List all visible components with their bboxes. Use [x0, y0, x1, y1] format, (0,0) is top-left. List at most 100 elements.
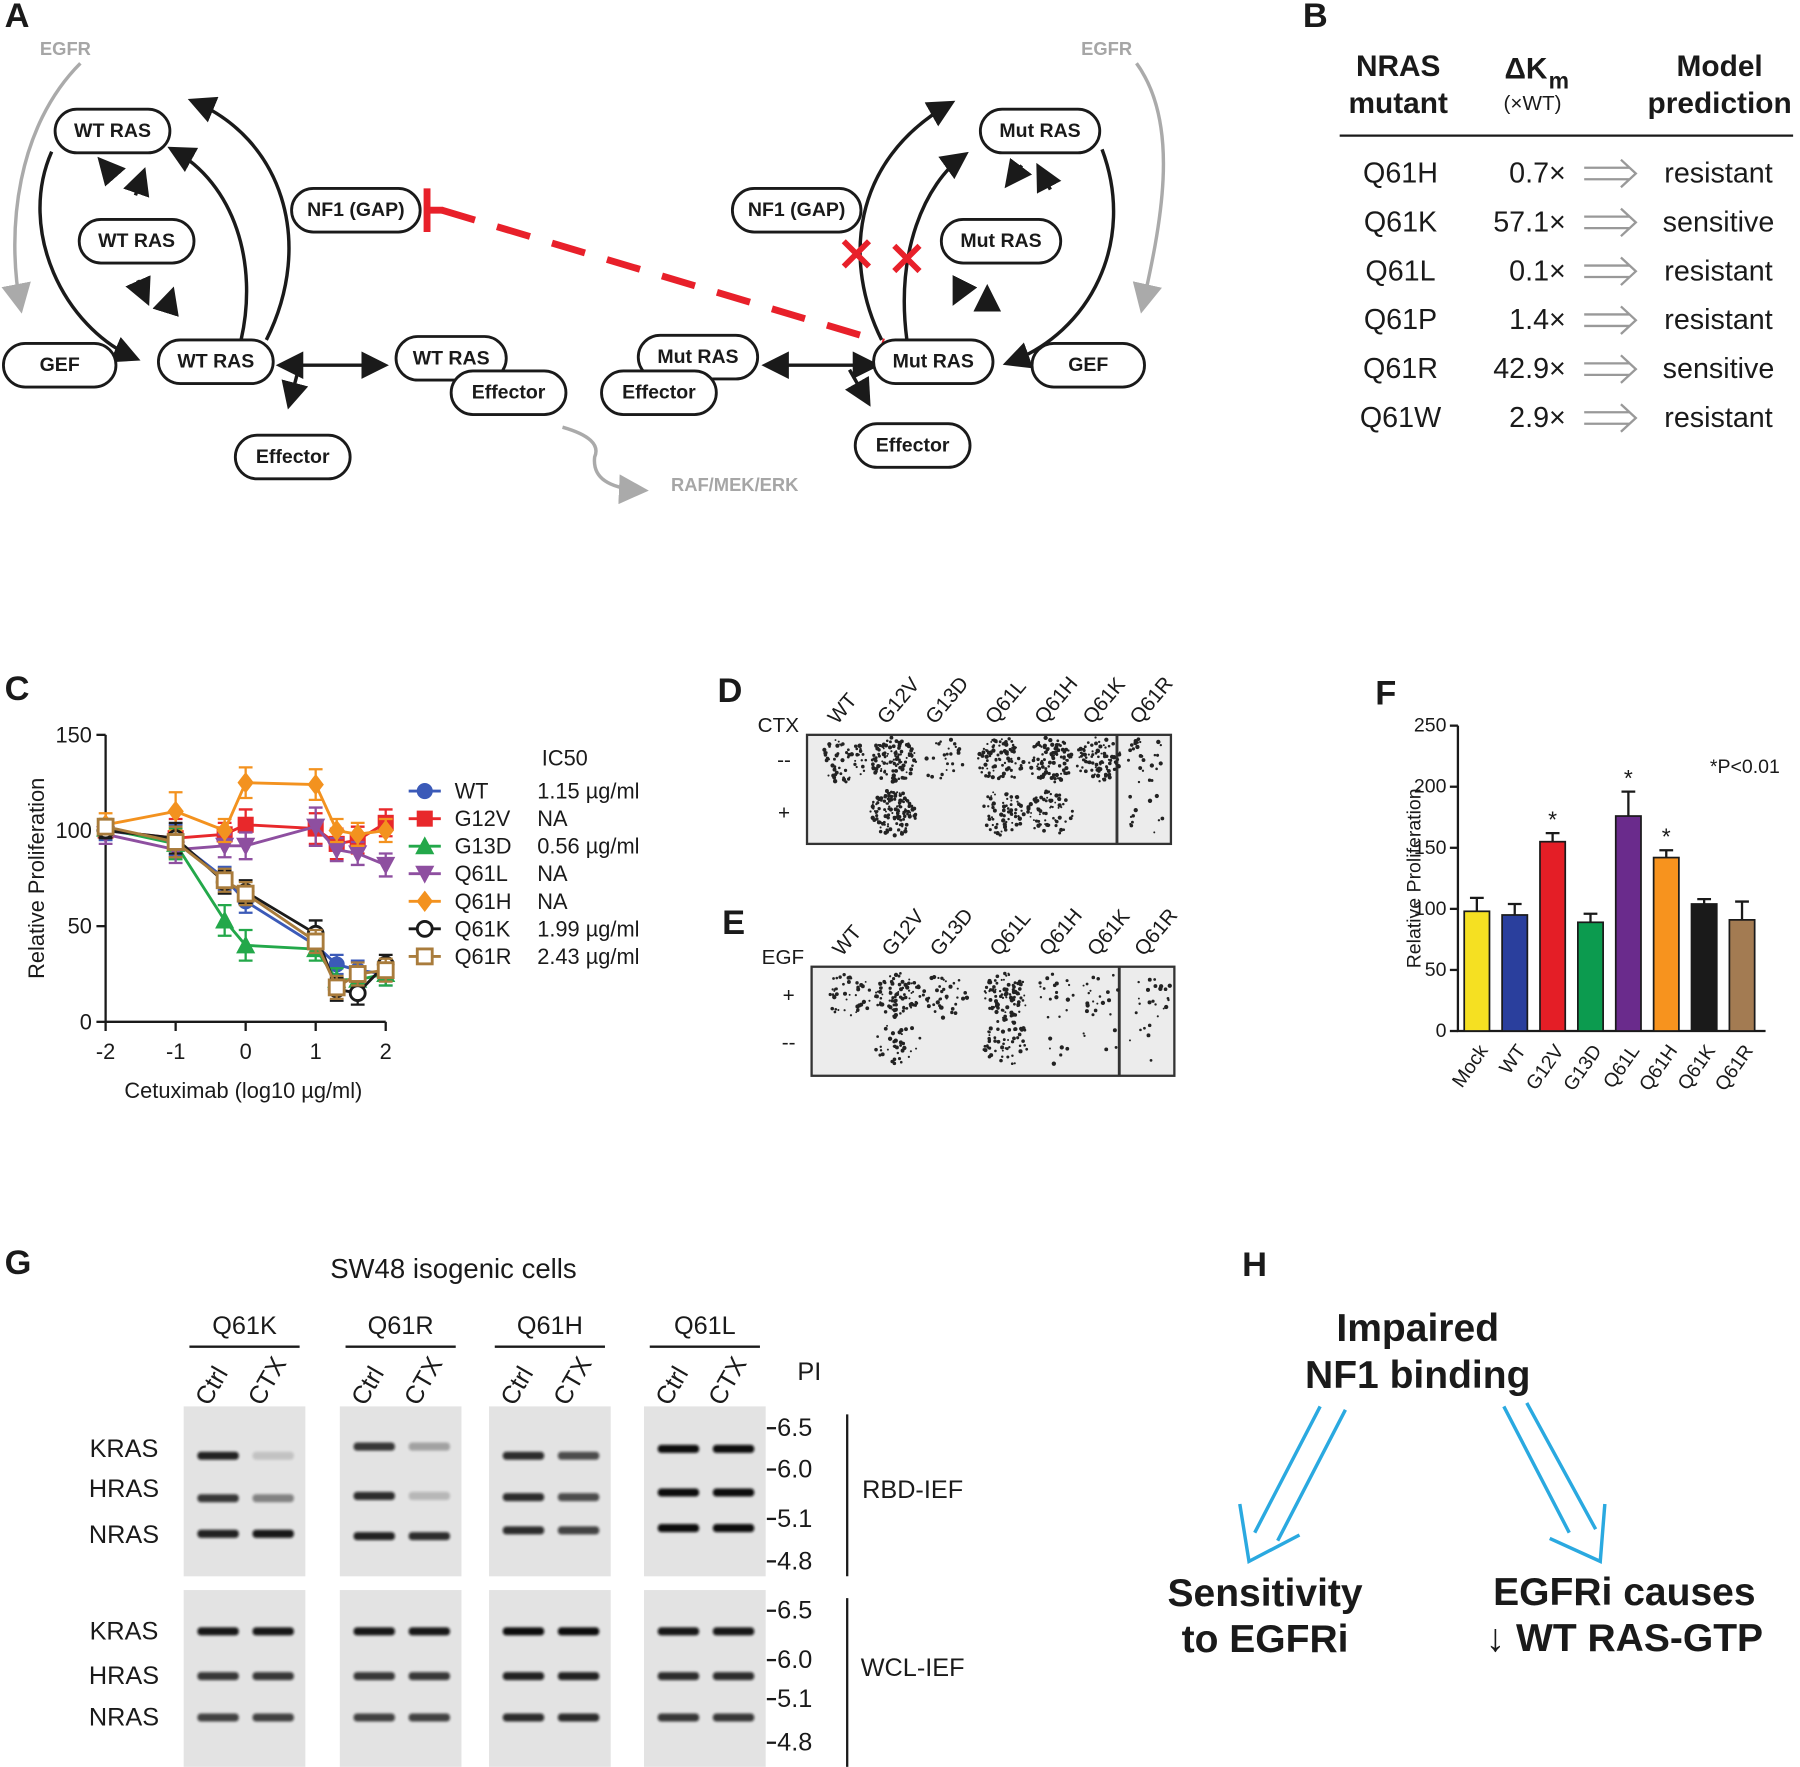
- colony: [907, 981, 911, 986]
- node-label: WT RAS: [413, 347, 490, 369]
- colony: [980, 770, 984, 774]
- colony: [1000, 1055, 1004, 1059]
- colony: [1068, 756, 1071, 759]
- colony: [989, 1053, 994, 1058]
- colony: [828, 992, 832, 997]
- colony: [1106, 769, 1111, 773]
- colony: [1005, 974, 1008, 977]
- colony: [932, 1003, 936, 1007]
- legend-value: 0.56 µg/ml: [537, 834, 639, 859]
- colony: [887, 1004, 891, 1008]
- colony: [1062, 802, 1065, 806]
- y-tick-label: 150: [1414, 837, 1447, 859]
- pi-label: 5.1: [777, 1685, 812, 1713]
- colony: [1057, 803, 1062, 808]
- colony: [846, 975, 851, 980]
- colony: [992, 808, 997, 813]
- column-label: Q61H: [1035, 904, 1087, 960]
- colony: [1095, 748, 1100, 753]
- colony: [1098, 780, 1101, 783]
- colony: [945, 768, 948, 771]
- colony: [901, 1009, 905, 1013]
- colony: [878, 764, 882, 768]
- colony: [1102, 751, 1107, 756]
- colony: [1094, 736, 1097, 739]
- colony: [1029, 815, 1032, 818]
- colony: [918, 994, 922, 998]
- colony: [995, 974, 1000, 979]
- colony: [1147, 778, 1152, 782]
- colony: [998, 740, 1002, 744]
- marker: [237, 816, 254, 833]
- colony: [893, 751, 898, 756]
- colony: [1083, 1034, 1086, 1038]
- colony: [857, 1003, 862, 1008]
- marker: [96, 817, 115, 836]
- significance-mark: *: [1548, 806, 1557, 832]
- protein-label: NRAS: [89, 1521, 159, 1549]
- colony: [1098, 744, 1103, 749]
- colony: [894, 768, 899, 773]
- colony: [902, 796, 907, 801]
- legend-label: G12V: [455, 806, 511, 831]
- bar: [1463, 910, 1491, 1032]
- colony: [1054, 793, 1059, 798]
- colony: [1004, 739, 1008, 744]
- colony: [1097, 755, 1100, 759]
- colony: [1134, 1011, 1138, 1015]
- colony: [1153, 753, 1157, 757]
- colony: [995, 1001, 1000, 1006]
- column-label: Q61K: [1078, 673, 1130, 728]
- colony: [1001, 996, 1005, 1000]
- colony: [1000, 830, 1003, 833]
- colony: [1138, 1002, 1141, 1005]
- colony: [1011, 746, 1014, 749]
- colony: [1091, 975, 1096, 980]
- band: [252, 1627, 294, 1636]
- colony: [983, 1044, 987, 1048]
- colony: [886, 1048, 889, 1051]
- legend-value: NA: [537, 861, 568, 886]
- colony: [1018, 982, 1023, 987]
- colony: [893, 793, 898, 798]
- significance-mark: *: [1662, 823, 1671, 849]
- marker: [328, 819, 345, 842]
- colony: [983, 762, 988, 767]
- colony: [898, 793, 902, 797]
- colony: [981, 766, 984, 770]
- colony: [1079, 769, 1082, 773]
- colony: [1021, 759, 1026, 765]
- colony: [944, 980, 947, 983]
- lane-label: CTX: [243, 1352, 293, 1410]
- colony: [896, 805, 899, 808]
- colony: [1053, 780, 1057, 784]
- band: [712, 1444, 755, 1453]
- colony: [1013, 811, 1017, 815]
- lane-label: Ctrl: [346, 1362, 390, 1410]
- marker: [306, 818, 326, 837]
- node-label: Effector: [622, 382, 696, 404]
- colony: [957, 747, 962, 751]
- node-label: Mut RAS: [893, 351, 974, 373]
- colony: [878, 829, 883, 834]
- colony: [1045, 976, 1050, 981]
- colony: [834, 739, 837, 741]
- colony: [898, 815, 901, 818]
- colony: [1058, 776, 1063, 781]
- colony: [1038, 809, 1043, 813]
- colony: [901, 825, 904, 828]
- colony: [1104, 738, 1107, 741]
- colony: [834, 992, 839, 997]
- band: [712, 1627, 755, 1636]
- colony: [907, 814, 912, 819]
- colony: [1154, 793, 1159, 799]
- node-label: WT RAS: [74, 120, 151, 142]
- treatment-label: EGF: [762, 946, 804, 969]
- colony: [984, 748, 987, 751]
- legend-marker: [415, 865, 435, 884]
- colony: [910, 804, 914, 808]
- colony: [1021, 999, 1025, 1002]
- arrow: [38, 150, 141, 363]
- table-cell: resistant: [1664, 304, 1772, 336]
- colony: [891, 996, 895, 1000]
